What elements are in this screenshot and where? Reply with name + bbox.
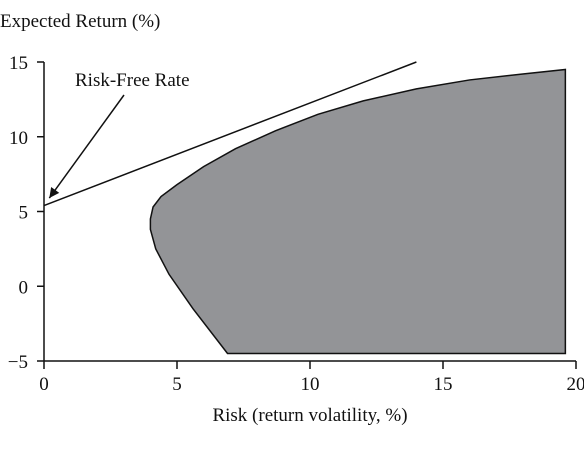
x-tick-label: 20 (567, 374, 584, 395)
annotations: Risk-Free Rate (48, 70, 190, 199)
ticks: 15 10 5 0 −5 0 5 10 15 20 (8, 53, 584, 395)
x-axis-title: Risk (return volatility, %) (212, 405, 407, 426)
plot-area (43, 61, 567, 355)
x-tick-label: 15 (434, 374, 453, 395)
feasible-region (149, 68, 567, 355)
risk-free-rate-arrowhead (49, 187, 60, 199)
x-tick-label: 5 (172, 374, 182, 395)
y-tick-label: −5 (8, 352, 28, 373)
y-tick-label: 5 (19, 203, 29, 224)
risk-free-rate-label: Risk-Free Rate (75, 70, 190, 91)
x-tick-label: 10 (301, 374, 320, 395)
y-axis-title: Expected Return (%) (0, 11, 160, 32)
x-tick-label: 0 (39, 374, 49, 395)
y-tick-label: 10 (9, 128, 28, 149)
y-tick-label: 15 (9, 53, 28, 74)
capital-allocation-line (43, 61, 417, 207)
risk-free-rate-arrow-line (48, 94, 125, 199)
y-tick-label: 0 (19, 277, 29, 298)
